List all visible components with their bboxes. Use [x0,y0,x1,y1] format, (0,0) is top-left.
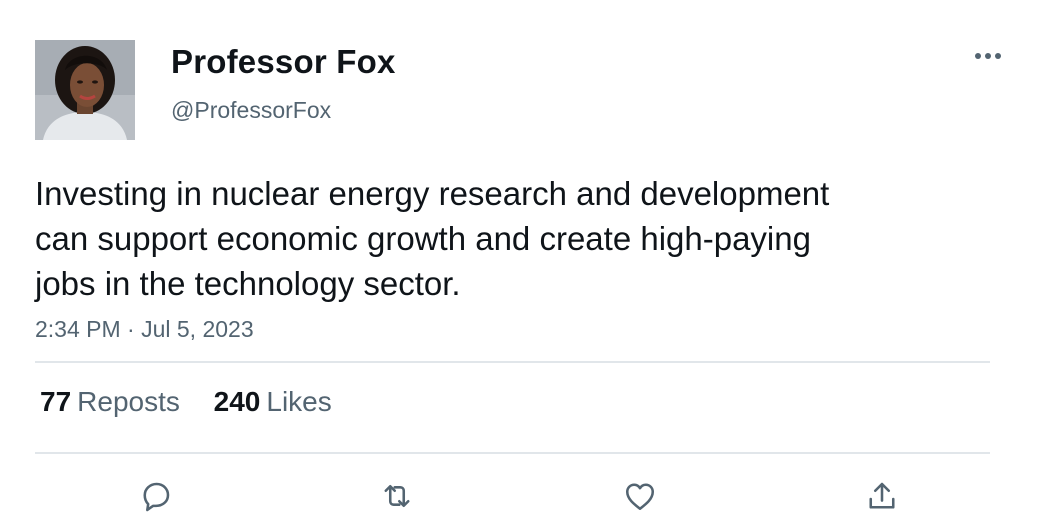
tweet-text-line: jobs in the technology sector. [35,265,461,302]
tweet-text-line: Investing in nuclear energy research and… [35,175,830,212]
divider [35,361,990,363]
repost-icon [384,484,410,508]
tweet-text: Investing in nuclear energy research and… [35,171,915,306]
more-horizontal-icon [975,53,1001,59]
engagement-stats: 77 Reposts 240 Likes [40,386,358,418]
action-bar [0,474,1050,518]
more-options-button[interactable] [968,42,1008,70]
reposts-label: Reposts [77,386,180,417]
reposts-stat[interactable]: 77 Reposts [40,386,180,418]
share-icon [869,482,895,509]
tweet-text-line: can support economic growth and create h… [35,220,811,257]
likes-stat[interactable]: 240 Likes [214,386,332,418]
reply-icon [143,482,170,512]
likes-count: 240 [213,386,261,417]
avatar[interactable] [35,40,135,140]
like-button[interactable] [618,474,662,518]
share-button[interactable] [860,474,904,518]
divider [35,452,990,454]
likes-label: Likes [266,386,332,417]
reposts-count: 77 [40,386,72,417]
display-name[interactable]: Professor Fox [171,43,396,80]
reply-button[interactable] [134,474,178,518]
timestamp[interactable]: 2:34 PM · Jul 5, 2023 [35,316,254,342]
heart-icon [625,483,655,511]
avatar-image [35,40,135,140]
repost-button[interactable] [375,474,419,518]
user-handle[interactable]: @ProfessorFox [171,97,332,123]
